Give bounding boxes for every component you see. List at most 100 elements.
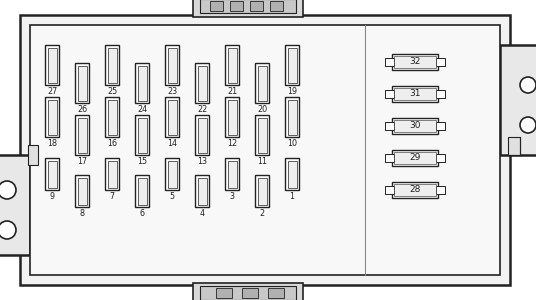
Bar xyxy=(227,47,236,82)
Text: 20: 20 xyxy=(257,105,267,114)
Text: 23: 23 xyxy=(167,87,177,96)
Text: 24: 24 xyxy=(137,105,147,114)
Bar xyxy=(394,120,436,132)
Bar xyxy=(287,100,296,134)
Bar xyxy=(30,25,500,275)
Bar xyxy=(436,90,445,98)
Bar xyxy=(108,47,116,82)
Circle shape xyxy=(520,117,536,133)
Bar xyxy=(193,283,303,300)
Bar xyxy=(385,154,394,162)
Bar xyxy=(193,0,303,17)
Bar xyxy=(268,288,284,298)
Bar xyxy=(285,158,299,190)
Text: 7: 7 xyxy=(109,192,115,201)
Bar xyxy=(45,158,59,190)
Text: 19: 19 xyxy=(287,87,297,96)
Bar xyxy=(385,122,394,130)
Text: 32: 32 xyxy=(410,58,421,67)
Bar xyxy=(48,100,56,134)
Bar xyxy=(75,63,89,103)
Text: 5: 5 xyxy=(169,192,175,201)
Text: 2: 2 xyxy=(259,209,265,218)
Bar xyxy=(250,1,263,11)
Bar xyxy=(108,160,116,188)
Bar xyxy=(255,175,269,207)
Bar xyxy=(195,175,209,207)
Bar xyxy=(210,1,223,11)
Bar xyxy=(216,288,232,298)
Text: 14: 14 xyxy=(167,139,177,148)
Text: 4: 4 xyxy=(199,209,205,218)
Bar xyxy=(105,97,119,137)
Bar xyxy=(392,182,438,198)
Bar xyxy=(225,97,239,137)
Bar xyxy=(105,45,119,85)
Text: 15: 15 xyxy=(137,157,147,166)
Bar xyxy=(394,184,436,196)
Bar xyxy=(138,178,146,205)
Bar xyxy=(138,118,146,152)
Bar xyxy=(230,1,243,11)
Bar xyxy=(75,115,89,155)
Bar xyxy=(436,58,445,66)
Text: 10: 10 xyxy=(287,139,297,148)
Bar xyxy=(75,175,89,207)
Text: 9: 9 xyxy=(49,192,55,201)
Bar xyxy=(508,137,520,155)
Bar xyxy=(257,65,266,101)
Bar xyxy=(200,0,296,13)
Bar xyxy=(436,154,445,162)
Text: 29: 29 xyxy=(410,154,421,163)
Bar xyxy=(225,45,239,85)
Circle shape xyxy=(0,181,16,199)
Bar xyxy=(165,158,179,190)
Bar xyxy=(167,160,176,188)
Text: 8: 8 xyxy=(79,209,85,218)
Bar xyxy=(257,178,266,205)
Bar xyxy=(165,97,179,137)
Bar xyxy=(500,45,536,155)
Text: 26: 26 xyxy=(77,105,87,114)
Bar xyxy=(287,160,296,188)
Text: 27: 27 xyxy=(47,87,57,96)
Bar xyxy=(197,118,206,152)
Bar xyxy=(270,1,283,11)
Bar xyxy=(385,90,394,98)
Bar xyxy=(285,45,299,85)
Bar xyxy=(255,63,269,103)
Text: 25: 25 xyxy=(107,87,117,96)
Bar xyxy=(287,47,296,82)
Circle shape xyxy=(0,221,16,239)
Bar xyxy=(195,115,209,155)
Bar xyxy=(108,100,116,134)
Text: 17: 17 xyxy=(77,157,87,166)
Bar xyxy=(45,45,59,85)
Bar xyxy=(227,160,236,188)
Bar xyxy=(242,288,258,298)
Bar xyxy=(135,175,149,207)
Text: 18: 18 xyxy=(47,139,57,148)
Bar xyxy=(257,118,266,152)
Bar xyxy=(392,118,438,134)
Text: 16: 16 xyxy=(107,139,117,148)
Bar xyxy=(195,63,209,103)
Bar xyxy=(225,158,239,190)
Text: 6: 6 xyxy=(139,209,145,218)
Bar xyxy=(285,97,299,137)
Text: 22: 22 xyxy=(197,105,207,114)
Bar xyxy=(392,86,438,102)
Text: 30: 30 xyxy=(410,122,421,130)
Bar xyxy=(105,158,119,190)
Text: 28: 28 xyxy=(410,185,421,194)
Bar xyxy=(255,115,269,155)
Bar xyxy=(394,152,436,164)
Text: 12: 12 xyxy=(227,139,237,148)
Bar xyxy=(135,115,149,155)
Text: 11: 11 xyxy=(257,157,267,166)
Bar xyxy=(436,186,445,194)
Text: 21: 21 xyxy=(227,87,237,96)
Bar xyxy=(78,118,86,152)
Text: 3: 3 xyxy=(229,192,235,201)
Bar xyxy=(227,100,236,134)
